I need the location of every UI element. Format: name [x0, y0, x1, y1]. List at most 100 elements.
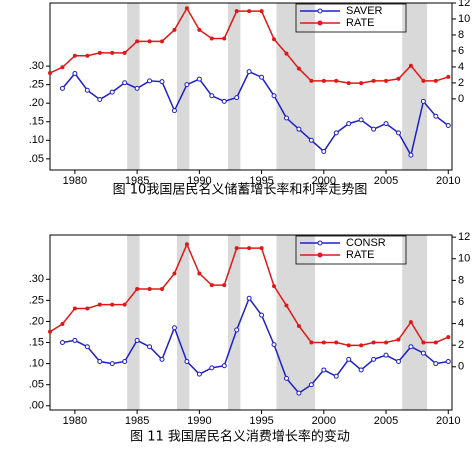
point: [371, 126, 377, 132]
point: [371, 78, 376, 83]
point: [433, 78, 438, 83]
point: [321, 367, 327, 373]
legend-label: CONSR: [346, 237, 386, 249]
point: [72, 53, 77, 58]
y2-tick-label: 12: [458, 0, 470, 9]
x-tick-label: 1980: [63, 175, 87, 187]
point: [309, 340, 314, 345]
point: [395, 130, 401, 136]
point: [209, 93, 215, 99]
point: [384, 340, 389, 345]
legend-frame: [295, 235, 407, 265]
point: [72, 337, 78, 343]
point: [184, 82, 190, 88]
point: [283, 115, 289, 121]
y2-tick-label: 6: [458, 45, 464, 57]
point: [160, 287, 165, 292]
legend-marker: [317, 8, 323, 14]
x-tick-label: 2000: [312, 415, 336, 427]
plot-frame: [49, 234, 453, 411]
point: [160, 39, 165, 44]
shaded-region: [227, 3, 241, 170]
point: [85, 53, 90, 58]
x-tick-label: 2005: [374, 175, 398, 187]
point: [109, 89, 115, 95]
point: [109, 361, 115, 367]
point: [358, 117, 364, 123]
point: [72, 306, 77, 311]
point: [421, 340, 426, 345]
point: [358, 367, 364, 373]
point: [59, 85, 65, 91]
x-tick-label: 2005: [374, 415, 398, 427]
caption: 图 11 我国居民名义消费增长率的变动: [130, 429, 350, 445]
point: [371, 356, 377, 362]
y-tick-label: .10: [29, 134, 44, 146]
point: [333, 130, 339, 136]
point: [284, 51, 289, 56]
point: [59, 340, 65, 346]
point: [122, 80, 128, 86]
point: [135, 39, 140, 44]
point: [271, 342, 277, 348]
y-tick-label: .25: [29, 79, 44, 91]
y-tick-label: .15: [29, 336, 44, 348]
y2-tick-label: 0: [458, 93, 464, 105]
point: [134, 85, 140, 91]
plot-frame: [49, 2, 453, 171]
point: [84, 87, 90, 93]
series-line: [62, 296, 449, 395]
y-tick-label: .30: [29, 273, 44, 285]
point: [272, 37, 277, 42]
x-tick-label: 1985: [125, 175, 149, 187]
point: [408, 320, 413, 325]
point: [184, 359, 190, 365]
point: [445, 359, 451, 365]
x-tick-label: 2010: [436, 415, 460, 427]
y-tick-label: .20: [29, 97, 44, 109]
point: [84, 344, 90, 350]
point: [321, 78, 326, 83]
point: [147, 344, 153, 350]
point: [309, 78, 314, 83]
point: [259, 74, 265, 80]
point: [159, 356, 165, 362]
point: [408, 63, 413, 68]
y-tick-label: .05: [29, 379, 44, 391]
shaded-region: [127, 235, 140, 410]
point: [209, 365, 215, 371]
y-tick-label: .30: [29, 60, 44, 72]
point: [184, 242, 189, 247]
y2-tick-label: 8: [458, 29, 464, 41]
point: [97, 96, 103, 102]
point: [421, 78, 426, 83]
legend-frame: [295, 3, 407, 33]
point: [222, 283, 227, 288]
y2-tick-label: 10: [458, 253, 470, 265]
y2-tick-label: 10: [458, 13, 470, 25]
point: [383, 121, 389, 127]
point: [60, 65, 65, 70]
point: [271, 93, 277, 99]
point: [135, 287, 140, 292]
point: [395, 359, 401, 365]
point: [234, 327, 240, 333]
point: [184, 6, 189, 11]
chart: .00 .05 .10 .15 .20 .25 .30 0 2 4 6 8 10 12 1980 1985 19…: [29, 231, 471, 444]
series-line: [61, 70, 449, 158]
point: [359, 81, 364, 86]
shaded-region: [176, 235, 190, 410]
point: [321, 340, 326, 345]
point: [246, 69, 252, 75]
point: [171, 325, 177, 331]
y2-tick-label: 8: [458, 274, 464, 286]
point: [346, 343, 351, 348]
y-tick-label: .25: [29, 294, 44, 306]
point: [110, 50, 115, 55]
point: [234, 246, 239, 251]
point: [346, 81, 351, 86]
point: [272, 284, 277, 289]
point: [359, 343, 364, 348]
point: [308, 137, 314, 143]
